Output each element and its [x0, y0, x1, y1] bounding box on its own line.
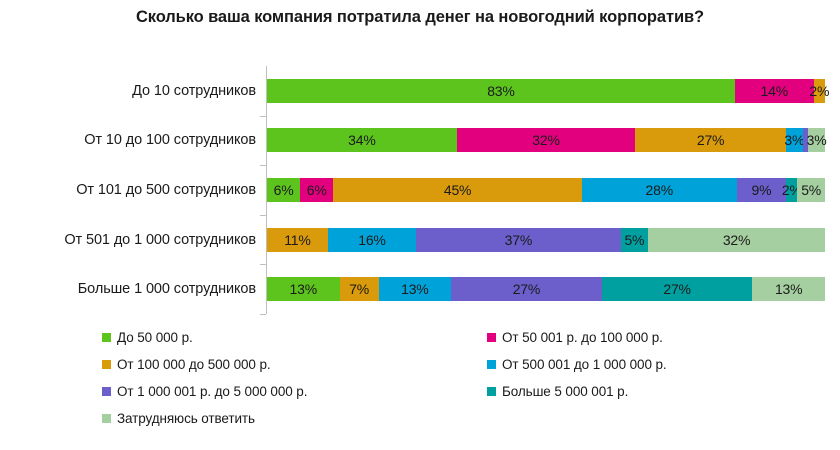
category-label: От 10 до 100 сотрудников — [84, 132, 256, 149]
legend-item[interactable]: От 1 000 001 р. до 5 000 000 р. — [102, 384, 307, 399]
bar-segment-label: 27% — [512, 281, 541, 298]
chart-row: Больше 1 000 сотрудников 13% 7% 13% 27% 27% 13… — [0, 264, 840, 315]
axis-tick — [260, 264, 266, 266]
bar-segment-label: 6% — [273, 181, 294, 198]
legend-swatch-icon — [487, 333, 496, 342]
bar-segment[interactable]: 3% — [806, 128, 827, 153]
bar-segment-label: 13% — [289, 281, 318, 298]
stacked-bar[interactable]: 6% 6% 45% 28% 9% 2% 5% — [267, 177, 825, 202]
legend-item[interactable]: От 100 000 до 500 000 р. — [102, 357, 271, 372]
bar-segment[interactable]: 9% — [736, 177, 787, 202]
category-label: Больше 1 000 сотрудников — [77, 281, 256, 298]
bar-segment[interactable]: 2% — [809, 78, 829, 103]
bar-segment-label: 83% — [487, 82, 515, 99]
bar-segment[interactable]: 14% — [734, 78, 814, 103]
legend-item[interactable]: Затрудняюсь ответить — [102, 411, 255, 426]
bar-segment-label: 6% — [306, 181, 327, 198]
chart-row: До 10 сотрудников 83% 14% 2% — [0, 66, 840, 117]
bar-segment[interactable]: 5% — [797, 177, 825, 202]
plot-area: До 10 сотрудников 83% 14% 2% От 10 до 100 со… — [0, 66, 840, 315]
axis-tick — [260, 214, 266, 216]
bar-segment[interactable]: 1% — [802, 128, 809, 153]
legend-item[interactable]: От 50 001 р. до 100 000 р. — [487, 330, 663, 345]
bar-segment-label: 45% — [443, 181, 472, 198]
bar-segment[interactable]: 83% — [267, 78, 735, 103]
chart-row: От 101 до 500 сотрудников 6% 6% 45% 28% 9% 2% 5… — [0, 165, 840, 216]
legend-label: От 50 001 р. до 100 000 р. — [502, 330, 663, 345]
axis-tick — [260, 165, 266, 167]
stacked-bar-rows: До 10 сотрудников 83% 14% 2% От 10 до 100 со… — [0, 66, 840, 315]
legend-label: От 500 001 до 1 000 000 р. — [502, 357, 667, 372]
bar-segment-label: 27% — [663, 281, 691, 298]
bar-segment-label: 37% — [504, 231, 533, 248]
legend-item[interactable]: Больше 5 000 001 р. — [487, 384, 628, 399]
stacked-bar[interactable]: 13% 7% 13% 27% 27% 13% — [267, 277, 825, 302]
bar-segment-label: 13% — [401, 281, 429, 298]
category-label: От 101 до 500 сотрудников — [76, 181, 256, 198]
stacked-bar[interactable]: 83% 14% 2% — [267, 78, 829, 103]
bar-segment-label: 32% — [532, 132, 560, 149]
legend-label: От 1 000 001 р. до 5 000 000 р. — [117, 384, 308, 399]
legend-swatch-icon — [487, 360, 496, 369]
chart-row: От 10 до 100 сотрудников 34% 32% 27% 3%1%3% — [0, 116, 840, 167]
chart-row: От 501 до 1 000 сотрудников 11% 16% 37% 5% 32… — [0, 215, 840, 266]
axis-tick — [260, 115, 266, 117]
bar-segment-label: 28% — [645, 181, 674, 198]
bar-segment[interactable]: 6% — [267, 177, 301, 202]
legend-label: Затрудняюсь ответить — [117, 411, 255, 426]
legend-swatch-icon — [487, 387, 496, 396]
bar-segment[interactable]: 13% — [267, 277, 340, 302]
bar-segment[interactable]: 45% — [333, 177, 582, 202]
chart-title: Сколько ваша компания потратила денег на… — [135, 8, 705, 26]
bar-segment-label: 5% — [624, 231, 645, 248]
stacked-bar[interactable]: 11% 16% 37% 5% 32% — [267, 227, 825, 252]
category-label: До 10 сотрудников — [132, 82, 256, 99]
bar-segment[interactable]: 34% — [267, 128, 457, 153]
bar-segment-label: 27% — [696, 132, 725, 149]
bar-segment-label: 9% — [751, 181, 772, 198]
legend-swatch-icon — [102, 387, 111, 396]
bar-segment[interactable]: 13% — [752, 277, 825, 302]
bar-segment[interactable]: 16% — [327, 227, 417, 252]
bar-segment[interactable]: 32% — [456, 128, 636, 153]
legend-swatch-icon — [102, 360, 111, 369]
legend-item[interactable]: От 500 001 до 1 000 000 р. — [487, 357, 667, 372]
bar-segment-label: 7% — [349, 281, 369, 298]
bar-segment-label: 14% — [760, 82, 789, 99]
bar-segment[interactable]: 28% — [581, 177, 737, 202]
legend-label: До 50 000 р. — [117, 330, 193, 345]
bar-segment[interactable]: 7% — [339, 277, 379, 302]
bar-segment-label: 32% — [722, 231, 751, 248]
bar-segment[interactable]: 27% — [635, 128, 786, 153]
legend-swatch-icon — [102, 414, 111, 423]
bar-segment-label: 13% — [774, 281, 803, 298]
legend-swatch-icon — [102, 333, 111, 342]
bar-segment-label: 3% — [806, 132, 827, 149]
bar-segment[interactable]: 27% — [601, 277, 753, 302]
category-axis-line — [266, 66, 267, 314]
bar-segment[interactable]: 32% — [648, 227, 825, 252]
chart-legend: До 50 000 р. От 50 001 р. до 100 000 р. От… — [0, 330, 840, 450]
category-label: От 501 до 1 000 сотрудников — [64, 231, 256, 248]
bar-segment-label: 5% — [801, 181, 822, 198]
bar-segment[interactable]: 13% — [378, 277, 452, 302]
bar-segment[interactable]: 6% — [300, 177, 334, 202]
bar-segment[interactable]: 3% — [784, 128, 805, 153]
axis-tick — [260, 313, 266, 315]
bar-segment-label: 11% — [284, 231, 311, 248]
legend-label: Больше 5 000 001 р. — [502, 384, 629, 399]
bar-segment[interactable]: 11% — [267, 227, 328, 252]
bar-segment-label: 16% — [358, 231, 386, 248]
bar-segment[interactable]: 37% — [416, 227, 621, 252]
bar-segment-label: 34% — [348, 132, 376, 149]
stacked-bar[interactable]: 34% 32% 27% 3%1%3% — [267, 128, 827, 153]
bar-segment[interactable]: 27% — [451, 277, 602, 302]
bar-segment-label: 3% — [784, 132, 805, 149]
bar-segment[interactable]: 2% — [782, 177, 802, 202]
legend-item[interactable]: До 50 000 р. — [102, 330, 193, 345]
bar-segment[interactable]: 5% — [620, 227, 649, 252]
legend-label: От 100 000 до 500 000 р. — [117, 357, 271, 372]
